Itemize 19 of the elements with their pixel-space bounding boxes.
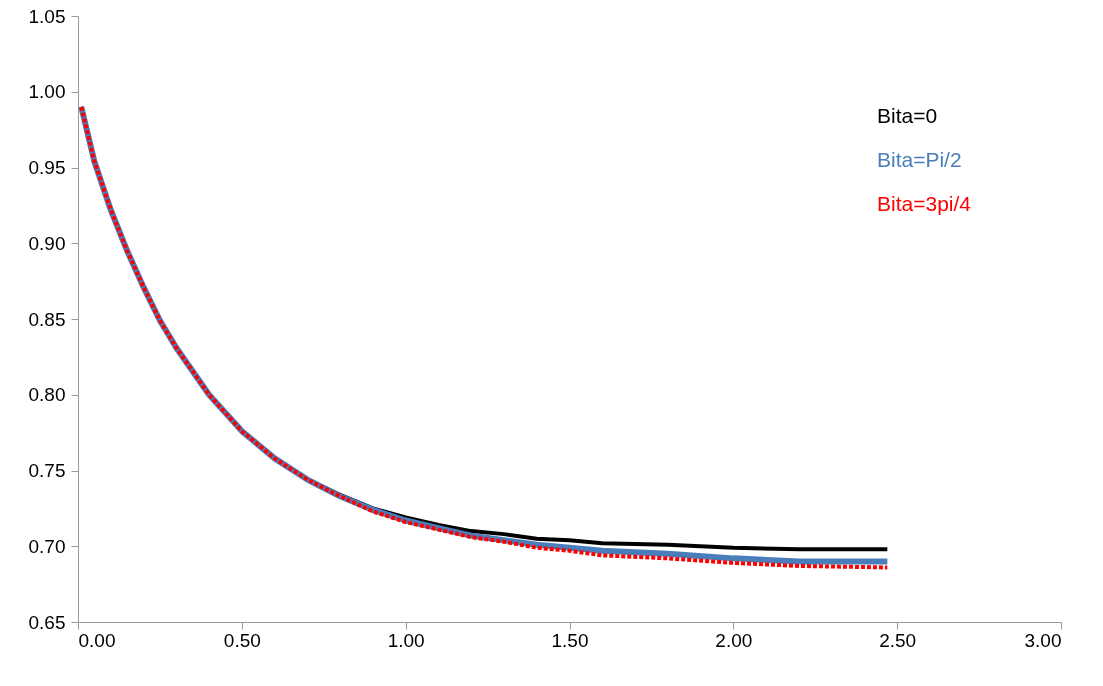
y-tick-label: 0.75 <box>28 460 66 481</box>
y-tick-label: 0.90 <box>28 232 66 254</box>
x-tick-label: 0.50 <box>223 629 261 651</box>
y-tick-label: 0.95 <box>28 157 66 178</box>
x-tick-label: 1.00 <box>387 629 425 651</box>
x-tick-label: 1.50 <box>551 629 589 651</box>
y-tick-label: 0.70 <box>28 535 66 557</box>
y-tick-label: 1.05 <box>28 5 66 27</box>
y-tick-label: 0.80 <box>28 384 66 406</box>
text: Bita=Pi/2 <box>877 147 962 171</box>
y-tick-label: 0.65 <box>28 611 66 633</box>
x-tick-label: 2.00 <box>715 629 753 651</box>
x-tick-label: 0.00 <box>78 629 116 651</box>
x-tick-label: 2.50 <box>879 629 917 651</box>
y-tick-label: 0.85 <box>28 308 66 330</box>
text: Bita=0 <box>877 103 938 127</box>
x-tick-label: 3.00 <box>1024 629 1062 651</box>
y-tick-label: 1.00 <box>28 81 66 103</box>
text: Bita=3pi/4 <box>877 191 972 215</box>
